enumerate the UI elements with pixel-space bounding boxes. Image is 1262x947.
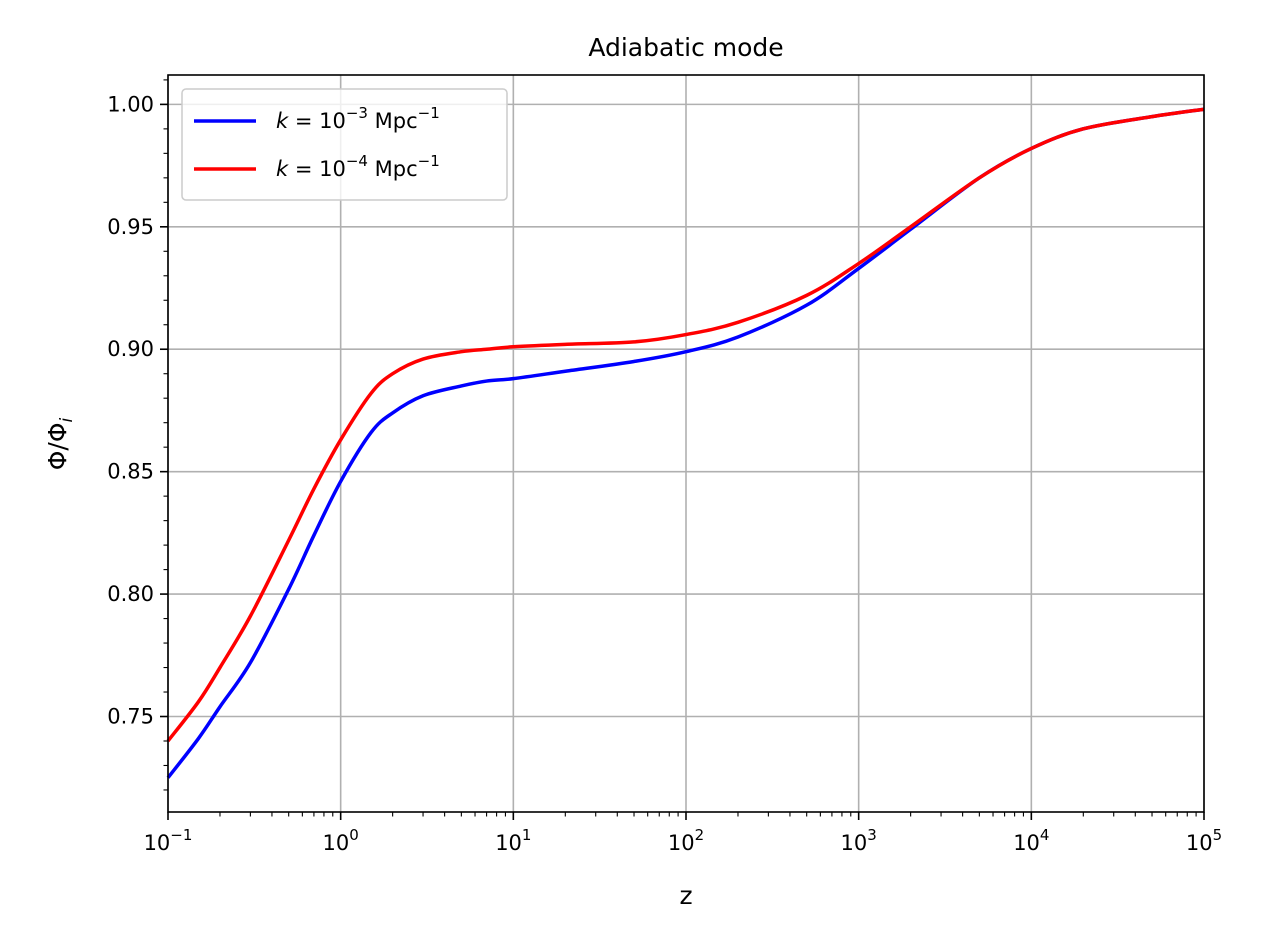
series-line-k-1e-4: [166, 107, 1205, 743]
y-tick-label: 0.75: [107, 705, 154, 729]
legend-box: [181, 88, 508, 201]
x-tick-label: 104: [1013, 826, 1049, 855]
x-tick-label: 101: [495, 826, 531, 855]
y-axis-label: Φ/Φi: [43, 417, 77, 470]
x-tick-label: 102: [668, 826, 704, 855]
chart-title: Adiabatic mode: [588, 33, 783, 62]
legend: k = 10−3 Mpc−1 k = 10−4 Mpc−1: [181, 88, 508, 201]
x-tick-label: 100: [323, 826, 359, 855]
plot-lines: [166, 107, 1205, 779]
x-tick-label: 103: [841, 826, 877, 855]
y-tick-label: 0.80: [107, 582, 154, 606]
x-axis-ticks: 10−1 100 101 102 103 104 105: [144, 812, 1222, 855]
x-tick-label: 105: [1186, 826, 1222, 855]
legend-entry-k-1e-3: k = 10−3 Mpc−1: [276, 104, 440, 133]
y-tick-label: 1.00: [107, 92, 154, 116]
y-tick-label: 0.85: [107, 460, 154, 484]
y-axis-ticks: 0.75 0.80 0.85 0.90 0.95 1.00: [107, 92, 168, 729]
x-tick-label: 10−1: [144, 826, 193, 855]
y-tick-label: 0.95: [107, 215, 154, 239]
y-tick-label: 0.90: [107, 337, 154, 361]
x-axis-label: z: [679, 881, 692, 910]
legend-entry-k-1e-4: k = 10−4 Mpc−1: [276, 152, 440, 181]
grid: [167, 75, 1205, 812]
